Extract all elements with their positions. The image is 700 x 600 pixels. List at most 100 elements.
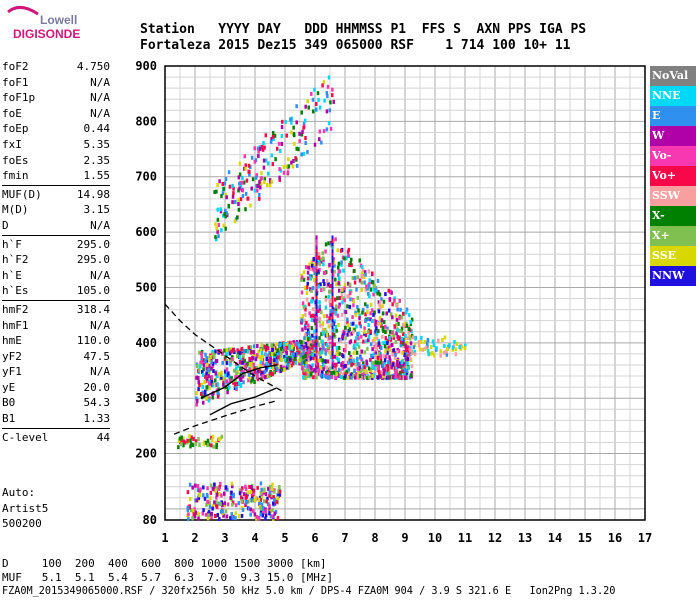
x-tick-label: 5 [281,531,288,545]
echo-point [448,343,451,348]
param-row: yE 20.0 [2,380,110,396]
echo-point [338,337,341,342]
echo-point [331,348,334,353]
echo-point [217,234,220,239]
echo-point [366,283,370,288]
echo-point [383,374,387,379]
echo-point [333,354,337,359]
echo-point [379,360,382,365]
echo-point [258,501,261,506]
echo-point [344,372,347,377]
echo-point [250,378,253,383]
echo-point [276,516,280,521]
echo-point [327,75,331,80]
echo-point [218,516,221,521]
echo-point [309,313,313,318]
echo-point [426,348,430,353]
echo-point [256,374,259,379]
echo-point [405,348,408,353]
param-value: 318.4 [76,302,110,316]
echo-point [245,500,248,505]
param-row: hmE 110.0 [2,333,110,349]
logo-swoosh [7,6,39,16]
echo-point [222,380,225,385]
echo-point [409,320,412,325]
echo-point [383,360,387,365]
echo-point [254,175,258,180]
echo-point [307,364,310,369]
echo-point [252,362,256,367]
echo-point [241,486,244,491]
echo-point [301,129,304,134]
echo-point [431,339,435,344]
echo-point [241,357,245,362]
echo-point [350,356,353,361]
echo-point [312,355,315,360]
echo-point [369,358,372,363]
echo-point [200,360,203,365]
echo-point [242,365,246,370]
echo-point [333,263,336,268]
echo-point [364,318,367,323]
echo-point [336,313,340,318]
echo-point [387,288,390,293]
echo-point [355,350,359,355]
echo-point [353,339,357,344]
echo-point [312,352,316,357]
echo-point [311,333,314,338]
echo-point [209,496,212,501]
param-label: foF2 [2,60,29,73]
echo-point [378,292,382,297]
echo-point [381,311,385,316]
echo-point [302,277,306,282]
echo-point [256,183,260,188]
echo-point [283,365,286,370]
echo-point [315,288,318,293]
echo-point [188,434,191,439]
param-row: M(D) 3.15 [2,202,110,218]
echo-point [219,501,222,506]
echo-point [363,275,366,280]
echo-point [255,514,259,519]
echo-point [331,268,334,273]
param-separator [2,184,110,186]
echo-point [194,442,198,447]
echo-point [209,483,213,488]
echo-point [208,363,211,368]
plot-frame [164,65,646,521]
echo-point [219,207,222,212]
echo-point [360,375,363,380]
echo-point [316,363,320,368]
echo-point [334,277,337,282]
echo-point [331,335,334,340]
echo-point [225,352,228,357]
echo-point [212,354,216,359]
echo-point [237,197,240,202]
param-row: C-level 44 [2,430,110,446]
echo-point [367,291,370,296]
echo-point [209,357,213,362]
echo-point [346,294,349,299]
echo-point [328,299,332,304]
echo-point [377,300,381,305]
echo-point [253,498,257,503]
echo-point [464,343,467,348]
echo-point [315,341,318,346]
echo-point [451,345,455,350]
echo-point [234,199,237,204]
echo-point [238,172,242,177]
echo-point [405,340,409,345]
echo-point [215,492,219,497]
echo-point [290,363,293,368]
echo-point [354,371,358,376]
echo-point [400,315,404,320]
echo-point [238,514,241,519]
echo-point [261,346,264,351]
echo-point [313,329,316,334]
echo-point [331,364,334,369]
x-tick-label: 17 [638,531,652,545]
echo-point [374,322,377,327]
echo-point [210,511,213,516]
echo-point [371,347,374,352]
echo-point [388,297,392,302]
